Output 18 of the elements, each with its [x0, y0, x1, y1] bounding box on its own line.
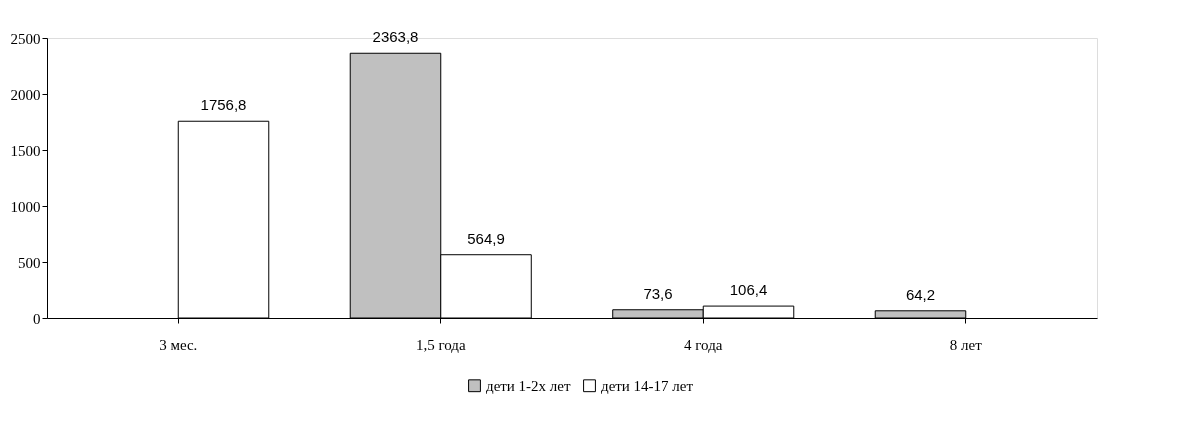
data-label: 73,6: [643, 284, 673, 302]
data-label: 1756,8: [200, 96, 247, 114]
x-tick-label: 4 года: [684, 336, 723, 353]
y-tick-label: 500: [18, 254, 41, 271]
x-tick-label: 8 лет: [949, 336, 983, 353]
legend-label: дети 14-17 лет: [601, 377, 694, 394]
data-label: 106,4: [729, 281, 768, 299]
data-label: 2363,8: [372, 28, 419, 46]
y-tick-label: 1000: [10, 198, 41, 215]
x-tick-label: 1,5 года: [415, 336, 466, 353]
x-tick-label: 3 мес.: [159, 336, 198, 353]
y-tick-label: 1500: [10, 142, 41, 159]
legend-label: дети 1-2х лет: [486, 377, 572, 394]
y-tick-label: 2000: [10, 86, 41, 103]
data-label: 64,2: [905, 285, 936, 303]
y-tick-label: 2500: [10, 30, 41, 47]
data-label: 564,9: [467, 229, 505, 247]
y-tick-label: 0: [33, 310, 41, 327]
